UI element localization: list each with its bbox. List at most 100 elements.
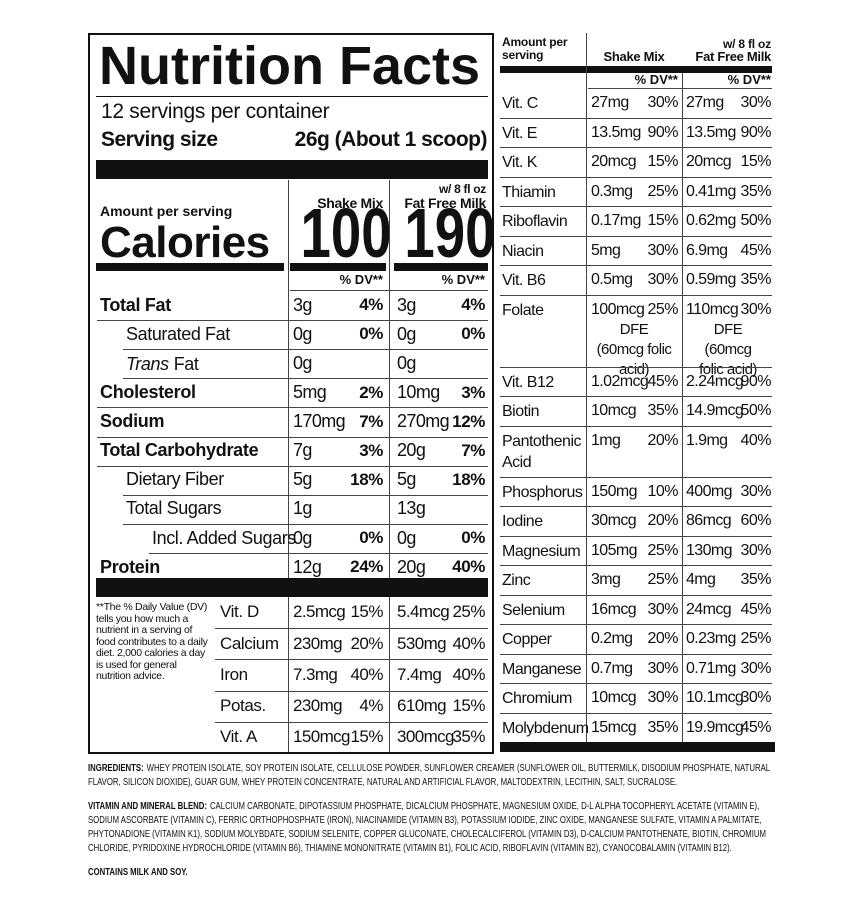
vitamin-name: Biotin <box>502 403 540 420</box>
amount: 0.7mg <box>591 659 633 677</box>
amount: 130mg <box>686 541 733 559</box>
vitamin-name: Riboflavin <box>502 213 568 230</box>
daily-value: 20% <box>350 633 383 653</box>
daily-value: 40% <box>452 664 485 684</box>
daily-value: 40% <box>452 557 485 577</box>
column-header: w/ 8 fl oz <box>722 36 771 51</box>
rule <box>500 535 772 537</box>
daily-value: 15% <box>350 727 383 747</box>
amount: 10mg <box>397 382 440 403</box>
daily-value: 15% <box>350 602 383 622</box>
rule <box>215 628 488 630</box>
rule <box>97 407 488 409</box>
calories-value: 100 <box>300 194 392 272</box>
daily-value: 0% <box>359 528 383 548</box>
vitamin-name: Vit. D <box>220 602 259 622</box>
daily-value: 45% <box>740 718 771 736</box>
amount: 13.5mg <box>686 123 736 141</box>
daily-value: 2% <box>359 382 383 402</box>
amount: 1g <box>293 498 312 519</box>
amount: 14.9mcg <box>686 402 744 420</box>
col-rule <box>682 73 683 742</box>
amount: 20g <box>397 556 426 577</box>
daily-value: 10% <box>647 482 678 500</box>
rule <box>500 565 772 566</box>
rule <box>500 176 772 178</box>
amount-label: Amount per serving <box>502 35 568 62</box>
amount: 15mcg <box>591 718 637 736</box>
amount: 24mcg <box>686 600 732 618</box>
rule <box>500 235 772 237</box>
serving-size: 26g (About 1 scoop) <box>294 128 488 152</box>
daily-value: 3% <box>359 440 383 460</box>
daily-value: 20% <box>647 431 678 449</box>
ingredient-label: CONTAINS MILK AND SOY. <box>88 866 188 878</box>
amount: 7.3mg <box>293 664 338 684</box>
daily-value: 25% <box>647 182 678 200</box>
amount: 0.62mg <box>686 212 736 230</box>
daily-value: 30% <box>740 94 771 112</box>
amount: 3g <box>397 294 416 315</box>
amount: 2.5mcg <box>293 602 346 622</box>
amount: 5mg <box>591 241 621 259</box>
folate-note: DFE (60mcg folic acid) <box>596 320 672 378</box>
daily-value: 25% <box>452 602 485 622</box>
daily-value: 15% <box>452 696 485 715</box>
amount: 20mcg <box>686 153 732 171</box>
amount: 7g <box>293 440 312 461</box>
dv-header: % DV** <box>634 72 678 88</box>
amount: 150mg <box>591 482 638 500</box>
amount: 10mcg <box>591 689 637 707</box>
ingredient-text: CALCIUM CARBONATE, DIPOTASSIUM PHOSPHATE… <box>88 800 766 854</box>
rule <box>215 721 488 723</box>
daily-value: 50% <box>740 402 771 420</box>
daily-value: 25% <box>647 571 678 589</box>
amount: 5.4mcg <box>397 602 450 622</box>
rule <box>97 465 488 467</box>
daily-value: 50% <box>740 212 771 230</box>
vitamin-name: Magnesium <box>502 542 581 560</box>
rule <box>500 653 772 655</box>
amount: 7.4mg <box>397 664 442 684</box>
serving-size-label: Serving size <box>101 128 218 152</box>
daily-value: 3% <box>461 382 485 402</box>
daily-value: 0% <box>359 324 383 344</box>
rule <box>500 594 772 596</box>
amount: 0.71mg <box>686 659 736 677</box>
amount: 86mcg <box>686 512 732 530</box>
amount: 1mg <box>591 431 621 449</box>
daily-value: 40% <box>452 633 485 653</box>
amount: 0g <box>293 352 312 373</box>
daily-value: 30% <box>647 600 678 618</box>
vitamin-name: Manganese <box>502 660 582 678</box>
daily-value: 18% <box>350 469 383 489</box>
amount: 610mg <box>397 696 447 715</box>
daily-value: 35% <box>452 727 485 747</box>
vitamin-name: Vit. K <box>502 154 537 171</box>
amount: 110mcg <box>686 300 739 318</box>
rule <box>500 425 772 427</box>
col-rule <box>586 33 587 742</box>
amount: 27mg <box>686 94 724 112</box>
nutrient-name: Sodium <box>100 411 165 432</box>
column-header: Fat Free Milk <box>404 194 486 211</box>
bar <box>290 263 386 271</box>
daily-value: 7% <box>461 440 485 460</box>
servings: 12 servings per container <box>101 100 330 124</box>
amount: 0g <box>397 527 416 548</box>
daily-value: 40% <box>740 431 771 449</box>
daily-value: 30% <box>740 689 771 707</box>
amount: 27mg <box>591 94 629 112</box>
col-rule <box>288 597 289 752</box>
italic-prefix: Trans <box>126 353 169 374</box>
folate-note: DFE (60mcg folic acid) <box>699 320 757 378</box>
amount: 0g <box>293 527 312 548</box>
daily-value: 35% <box>740 182 771 200</box>
daily-value: 12% <box>452 411 485 431</box>
amount: 3mg <box>591 571 621 589</box>
amount: 13.5mg <box>591 123 641 141</box>
rule <box>215 690 488 692</box>
rule <box>149 552 488 554</box>
column-header: Shake Mix <box>603 49 665 64</box>
rule <box>123 378 488 380</box>
